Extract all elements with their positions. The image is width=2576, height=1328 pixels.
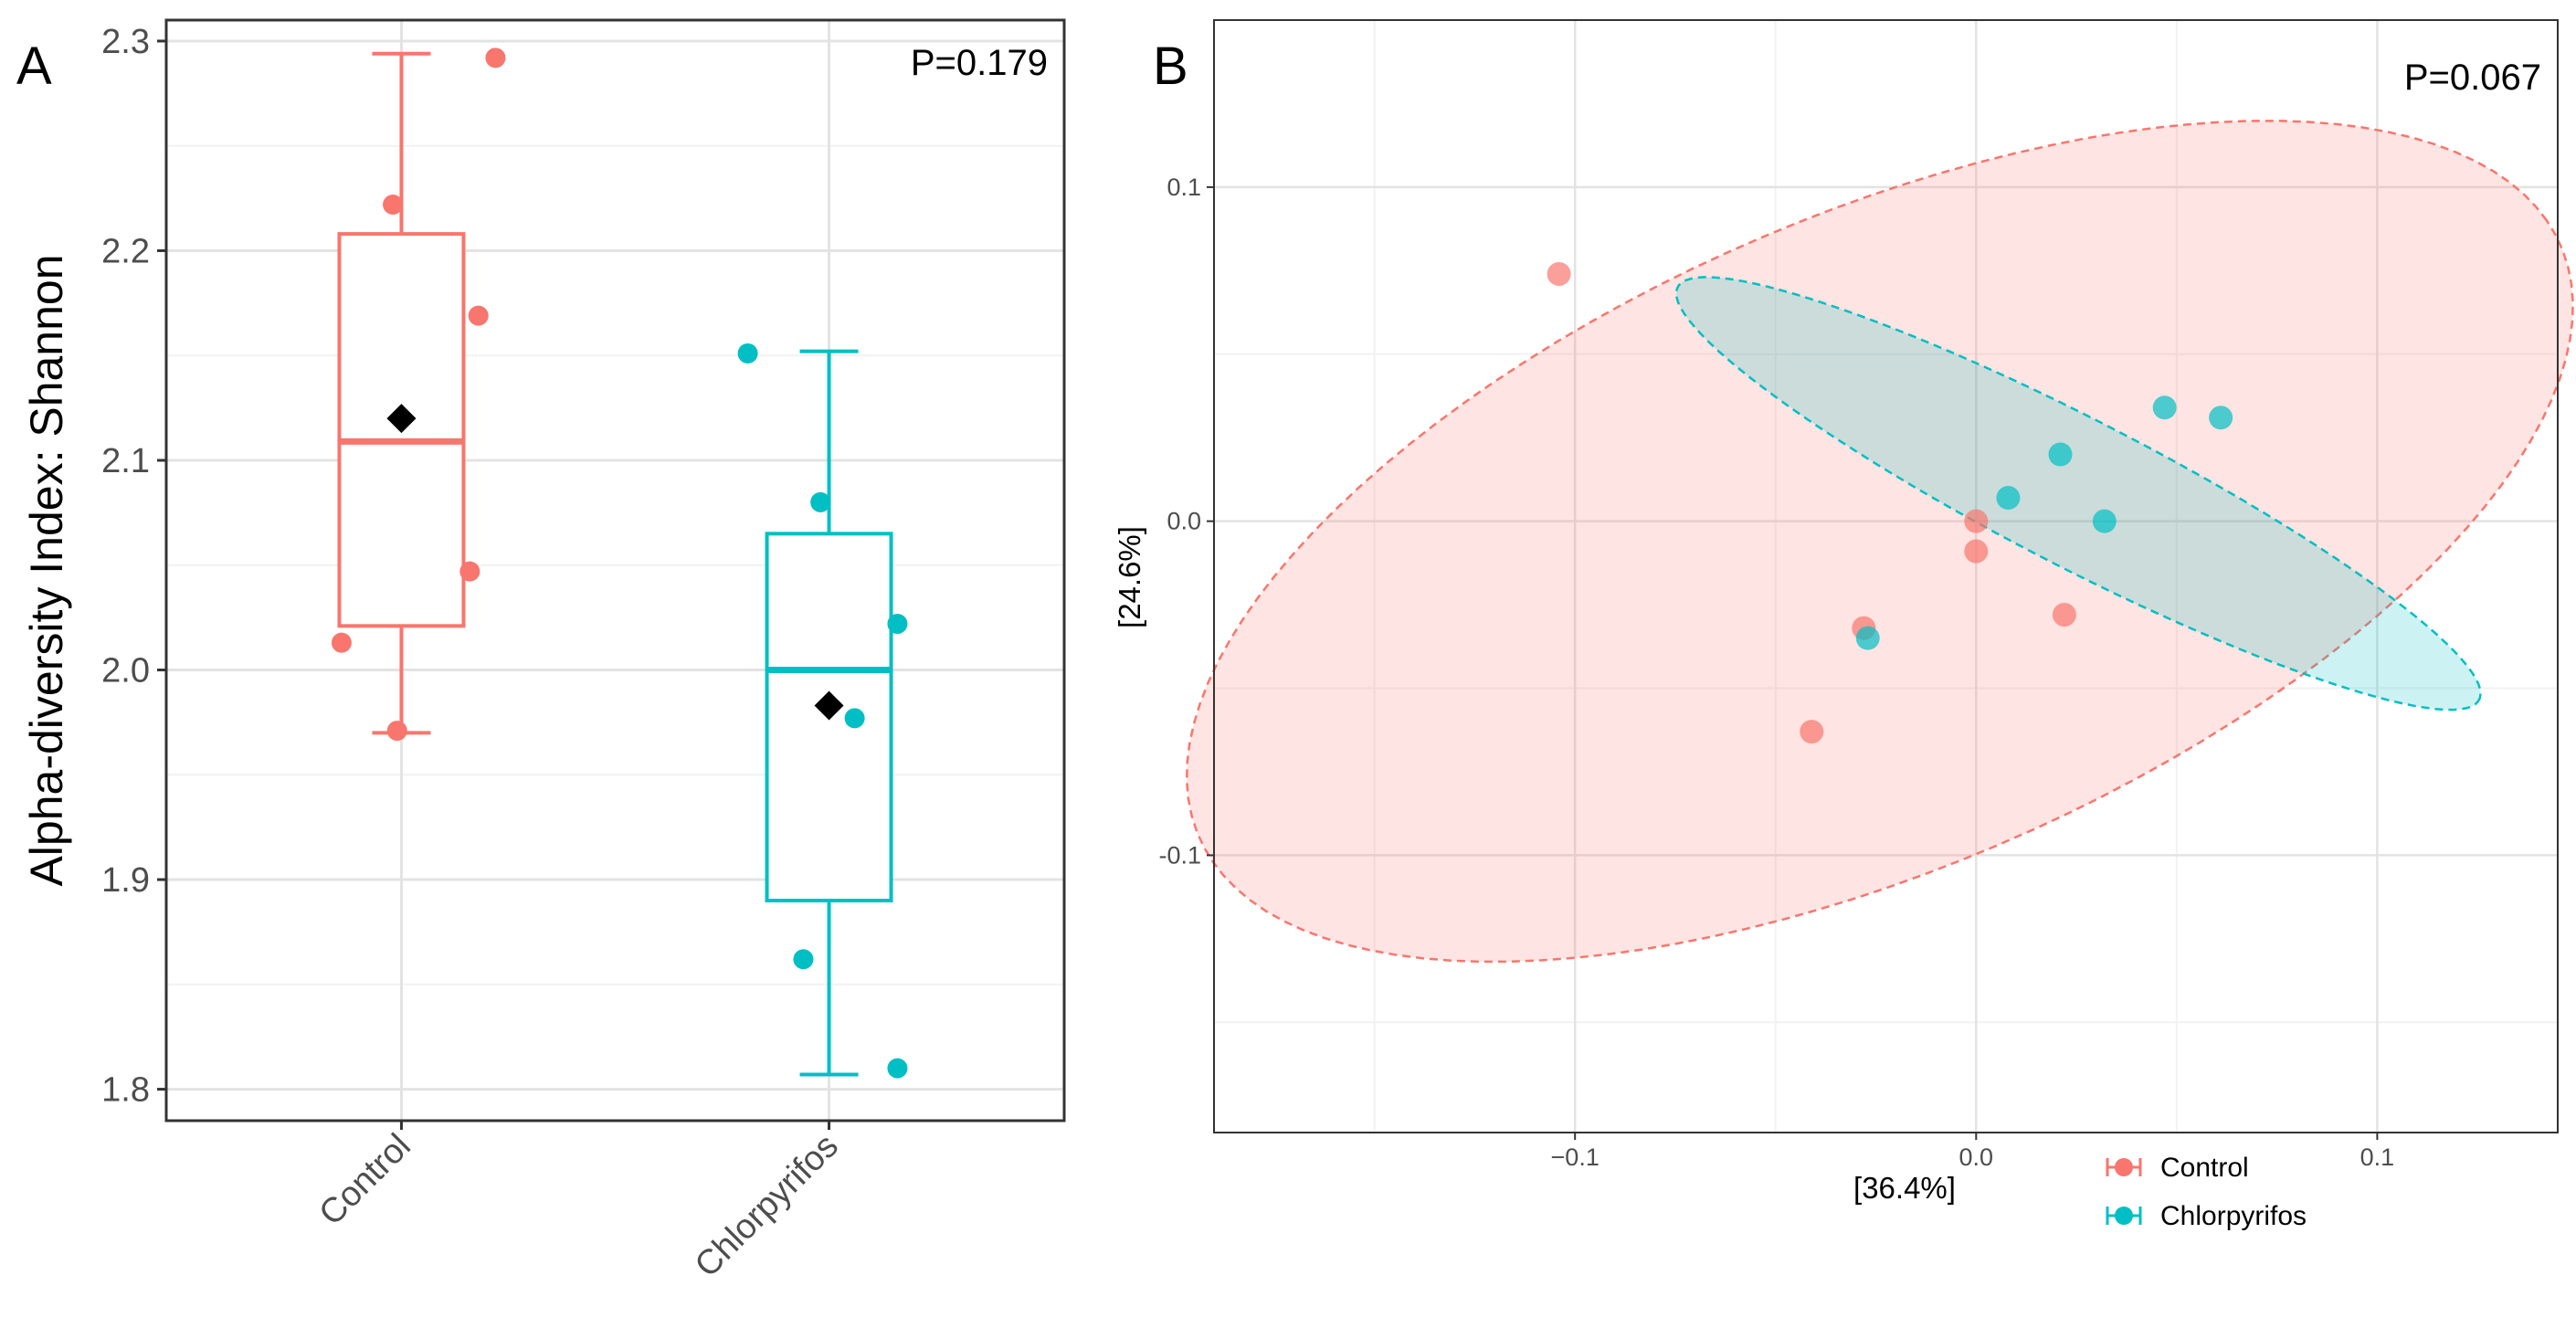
data-point (459, 561, 480, 582)
data-point (1800, 720, 1824, 744)
y-tick-label: 1.8 (101, 1071, 150, 1110)
data-point (2092, 509, 2117, 533)
panel-a-mean-markers (386, 404, 844, 721)
data-point (887, 1058, 908, 1079)
legend-label: Chlorpyrifos (2160, 1201, 2307, 1231)
data-point (810, 491, 831, 512)
panel-b-legend: Control Chlorpyrifos (2106, 1153, 2307, 1231)
panel-a-boxplots (337, 51, 893, 1077)
panel-a: 1.8 1.9 2.0 2.1 2.2 2.3 Control Chlorpyrifos A… (16, 18, 1066, 1285)
x-tick-label: −0.1 (1551, 1144, 1599, 1171)
x-tick-label: Control (311, 1127, 417, 1233)
panel-b: -0.10.00.1 −0.1 0.0 0.1 [36.4%] [24.6%] B … (1113, 19, 2574, 1231)
data-point (468, 305, 489, 326)
data-point (1996, 486, 2021, 511)
panel-a-y-axis-title: Alpha-diversity Index: Shannon (21, 254, 72, 886)
panel-b-plot-background (1214, 20, 2558, 1133)
panel-b-x-ticks: −0.1 0.0 0.1 (1551, 1133, 2395, 1171)
panel-a-jitter-points (331, 47, 908, 1079)
boxplot-chlorpyrifos (765, 349, 893, 1077)
panel-b-label: B (1153, 37, 1188, 96)
ellipse-chlorpyrifos (1674, 276, 2482, 711)
data-point (485, 47, 506, 69)
data-point (887, 614, 908, 635)
panel-b-y-axis-title: [24.6%] (1113, 526, 1146, 628)
data-point (2052, 603, 2076, 627)
data-point (1964, 509, 1989, 533)
data-point (844, 708, 865, 729)
y-tick-label: -0.1 (1158, 841, 1201, 869)
panel-b-y-ticks: -0.1 0.0 0.1 (1158, 174, 1214, 869)
data-point (1547, 261, 1571, 286)
data-point (331, 632, 352, 653)
y-tick-label: 0.1 (1167, 174, 1201, 201)
mean-marker (386, 404, 417, 434)
x-tick-label: 0.0 (1959, 1144, 1994, 1171)
panel-b-scatter-points (1547, 261, 2233, 744)
y-tick-label: 2.0 (101, 652, 150, 690)
data-point (1964, 539, 1989, 564)
x-tick-label: 0.1 (2360, 1144, 2395, 1171)
legend-label: Control (2160, 1153, 2249, 1183)
panel-a-p-value: P=0.179 (911, 43, 1048, 83)
y-tick-label: 2.1 (101, 442, 150, 480)
data-point (383, 194, 404, 215)
data-point (2209, 406, 2233, 430)
data-point (2152, 395, 2177, 420)
panel-b-x-axis-title: [36.4%] (1853, 1171, 1956, 1205)
panel-a-frame (164, 18, 1066, 1122)
x-tick-label: Chlorpyrifos (688, 1127, 846, 1285)
panel-a-label: A (16, 37, 52, 96)
y-tick-label: 2.3 (101, 23, 150, 61)
mean-marker (814, 690, 844, 721)
boxplot-control (337, 51, 466, 735)
panel-b-confidence-ellipses (1185, 120, 2574, 964)
y-tick-label: 2.2 (101, 232, 150, 270)
panel-b-frame (1213, 19, 2559, 1133)
data-point (793, 949, 814, 970)
panel-a-plot-background (166, 20, 1064, 1121)
panel-a-y-ticks: 1.8 1.9 2.0 2.1 2.2 2.3 (101, 23, 166, 1110)
panel-b-p-value: P=0.067 (2404, 58, 2541, 98)
data-point (1855, 626, 1880, 650)
legend-item-control: Control (2106, 1153, 2249, 1183)
legend-key-point (2115, 1158, 2133, 1176)
y-tick-label: 0.0 (1167, 508, 1201, 535)
panel-a-x-ticks: Control Chlorpyrifos (311, 1121, 846, 1285)
panel-b-gridlines (1214, 20, 2558, 1133)
y-tick-label: 1.9 (101, 861, 150, 900)
ellipse-control (1185, 120, 2574, 964)
data-point (2048, 442, 2073, 467)
legend-key-point (2115, 1207, 2133, 1225)
data-point (737, 343, 758, 364)
legend-item-chlorpyrifos: Chlorpyrifos (2106, 1201, 2307, 1231)
box-iqr (765, 532, 893, 902)
data-point (386, 721, 407, 742)
